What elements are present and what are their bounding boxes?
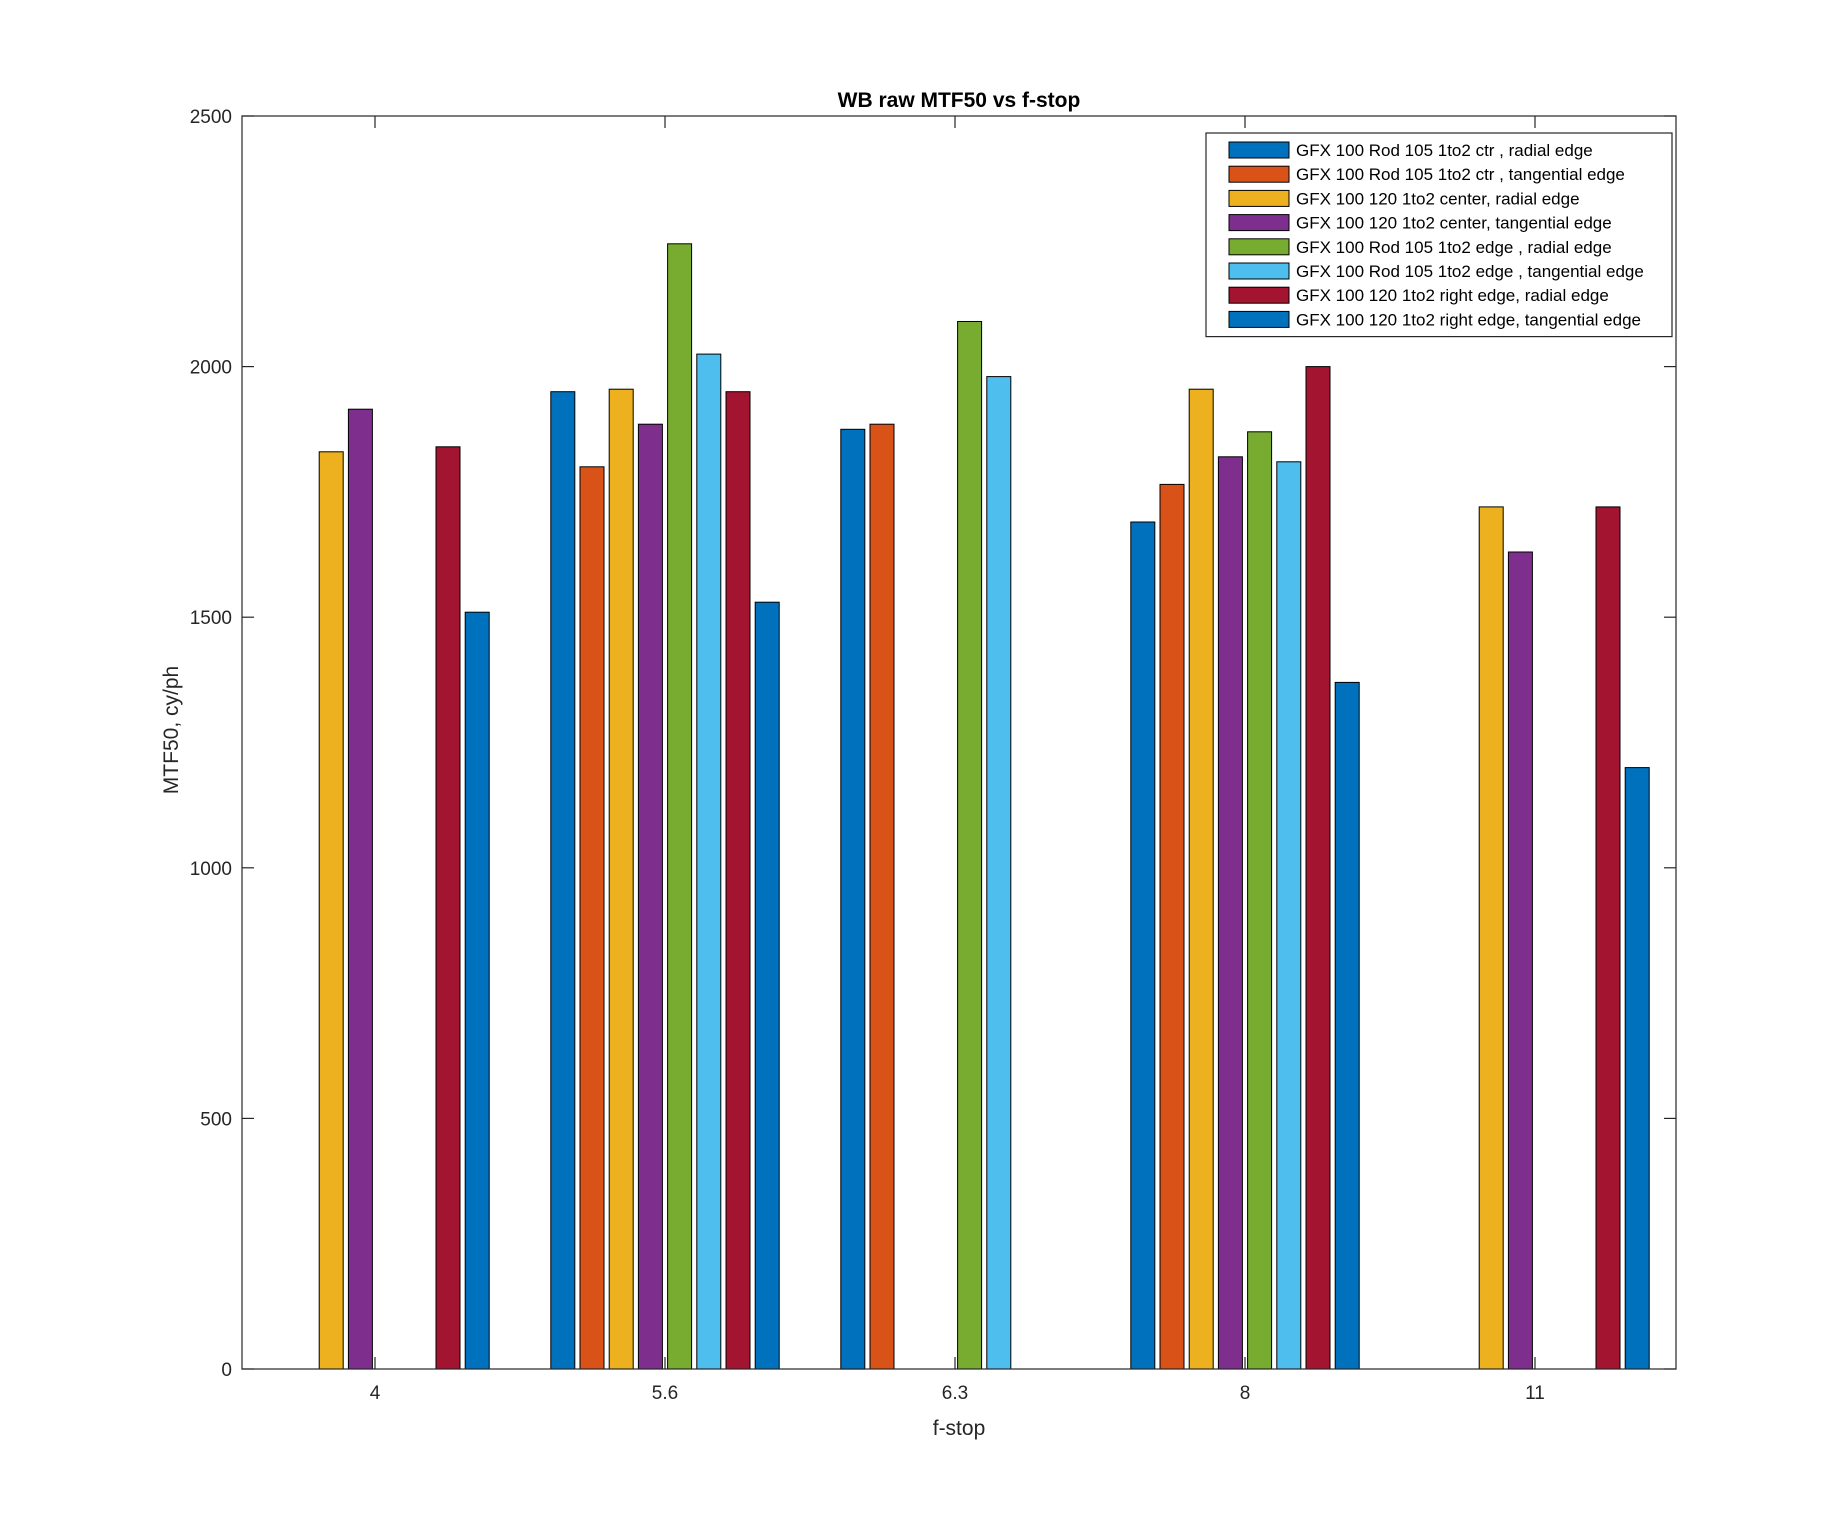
legend-box <box>1205 132 1673 338</box>
legend: GFX 100 Rod 105 1to2 ctr , radial edge GF… <box>1205 132 1673 338</box>
bar-series-5-5.6 <box>667 243 693 1370</box>
bar-series-3-8 <box>1188 388 1214 1370</box>
bar-series-7-8 <box>1305 366 1331 1370</box>
y-tick-label: 1500 <box>190 608 232 629</box>
bar-series-6-5.6 <box>696 353 722 1370</box>
legend-swatch <box>1228 189 1290 207</box>
x-tick-label: 8 <box>1240 1383 1251 1404</box>
bar-series-4-8 <box>1217 456 1243 1370</box>
legend-entry-label: GFX 100 120 1to2 right edge, tangential … <box>1296 310 1641 329</box>
y-tick-label: 1000 <box>190 859 232 880</box>
bar-series-1-6.3 <box>840 428 866 1370</box>
bar-series-7-4 <box>435 446 461 1370</box>
bar-series-2-6.3 <box>869 423 895 1370</box>
bar-series-4-5.6 <box>637 423 663 1370</box>
y-tick-label: 2500 <box>190 107 232 128</box>
y-tick-label: 500 <box>200 1109 232 1130</box>
bar-series-8-8 <box>1334 681 1360 1370</box>
y-tick-label: 0 <box>221 1360 232 1381</box>
bar-series-2-5.6 <box>579 466 605 1370</box>
bar-series-5-6.3 <box>957 321 983 1370</box>
legend-entry-label: GFX 100 Rod 105 1to2 ctr , radial edge <box>1296 141 1593 160</box>
x-tick-label: 4 <box>370 1383 381 1404</box>
bar-series-3-5.6 <box>608 388 634 1370</box>
bar-series-2-8 <box>1159 483 1185 1370</box>
y-axis-label: MTF50, cy/ph <box>160 666 183 794</box>
bar-series-5-8 <box>1247 431 1273 1370</box>
legend-swatch <box>1228 141 1290 159</box>
bar-series-6-6.3 <box>986 376 1012 1370</box>
bar-series-8-11 <box>1624 767 1650 1370</box>
bar-series-3-4 <box>318 451 344 1370</box>
y-tick-label: 2000 <box>190 358 232 379</box>
bar-series-7-5.6 <box>725 391 751 1370</box>
bar-series-3-11 <box>1478 506 1504 1370</box>
bar-series-4-4 <box>347 408 373 1370</box>
legend-entry-label: GFX 100 120 1to2 center, tangential edge <box>1296 214 1612 233</box>
legend-entry-label: GFX 100 Rod 105 1to2 ctr , tangential ed… <box>1296 165 1625 184</box>
plot-area-frame <box>241 115 1677 1370</box>
legend-entry-label: GFX 100 120 1to2 center, radial edge <box>1296 189 1580 208</box>
legend-swatch <box>1228 214 1290 232</box>
bar-series-1-5.6 <box>550 391 576 1370</box>
x-tick-label: 5.6 <box>652 1383 678 1404</box>
legend-swatch <box>1228 238 1290 256</box>
x-tick-label: 6.3 <box>942 1383 968 1404</box>
axes-layer: 0 500 1000 1500 2000 2500 4 5.6 6.3 8 11 <box>190 107 1677 1404</box>
legend-swatch <box>1228 165 1290 183</box>
legend-entry-label: GFX 100 Rod 105 1to2 edge , tangential e… <box>1296 262 1644 281</box>
x-axis-label: f-stop <box>933 1417 986 1440</box>
bar-series-8-4 <box>464 611 490 1370</box>
legend-entry-label: GFX 100 Rod 105 1to2 edge , radial edge <box>1296 238 1612 257</box>
legend-swatch <box>1228 286 1290 304</box>
bars-layer <box>318 243 1650 1370</box>
bar-series-6-8 <box>1276 461 1302 1370</box>
x-tick-label: 11 <box>1525 1383 1545 1404</box>
legend-swatch <box>1228 310 1290 328</box>
bar-series-1-8 <box>1130 521 1156 1370</box>
chart-title: WB raw MTF50 vs f-stop <box>838 89 1081 112</box>
bar-series-7-11 <box>1595 506 1621 1370</box>
bar-series-8-5.6 <box>754 601 780 1370</box>
legend-entry-label: GFX 100 120 1to2 right edge, radial edge <box>1296 286 1609 305</box>
bar-series-4-11 <box>1507 551 1533 1370</box>
legend-swatch <box>1228 262 1290 280</box>
